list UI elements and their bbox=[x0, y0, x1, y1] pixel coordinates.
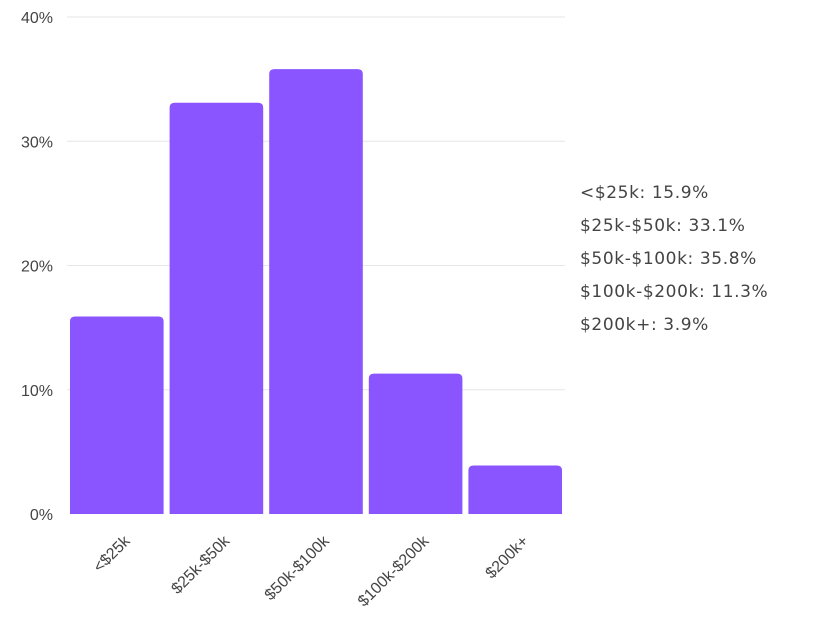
bar bbox=[70, 316, 164, 514]
y-tick-label: 30% bbox=[21, 134, 53, 151]
y-axis-ticks: 0% 10% 20% 30% 40% bbox=[21, 10, 53, 524]
x-tick-label: $50k-$100k bbox=[262, 532, 334, 604]
bar bbox=[368, 373, 463, 514]
bar bbox=[169, 102, 264, 515]
x-tick-label: <$25k bbox=[90, 532, 134, 576]
legend: <$25k: 15.9% $25k-$50k: 33.1% $50k-$100k… bbox=[580, 180, 768, 345]
legend-item: $25k-$50k: 33.1% bbox=[580, 216, 746, 236]
y-tick-label: 10% bbox=[21, 383, 53, 400]
x-axis-labels: <$25k $25k-$50k $50k-$100k $100k-$200k $200k… bbox=[90, 532, 532, 610]
y-tick-label: 20% bbox=[21, 259, 53, 276]
x-tick-label: $200k+ bbox=[483, 533, 532, 582]
x-tick-label: $100k-$200k bbox=[355, 532, 433, 610]
legend-item: $50k-$100k: 35.8% bbox=[580, 249, 757, 269]
legend-item: $200k+: 3.9% bbox=[580, 315, 709, 335]
y-tick-label: 0% bbox=[30, 507, 53, 524]
legend-item: <$25k: 15.9% bbox=[580, 183, 709, 203]
bar bbox=[269, 69, 363, 514]
legend-item: $100k-$200k: 11.3% bbox=[580, 282, 769, 302]
bar bbox=[468, 465, 562, 514]
y-tick-label: 40% bbox=[21, 10, 53, 27]
x-tick-label: $25k-$50k bbox=[168, 532, 234, 598]
bars bbox=[70, 69, 562, 515]
